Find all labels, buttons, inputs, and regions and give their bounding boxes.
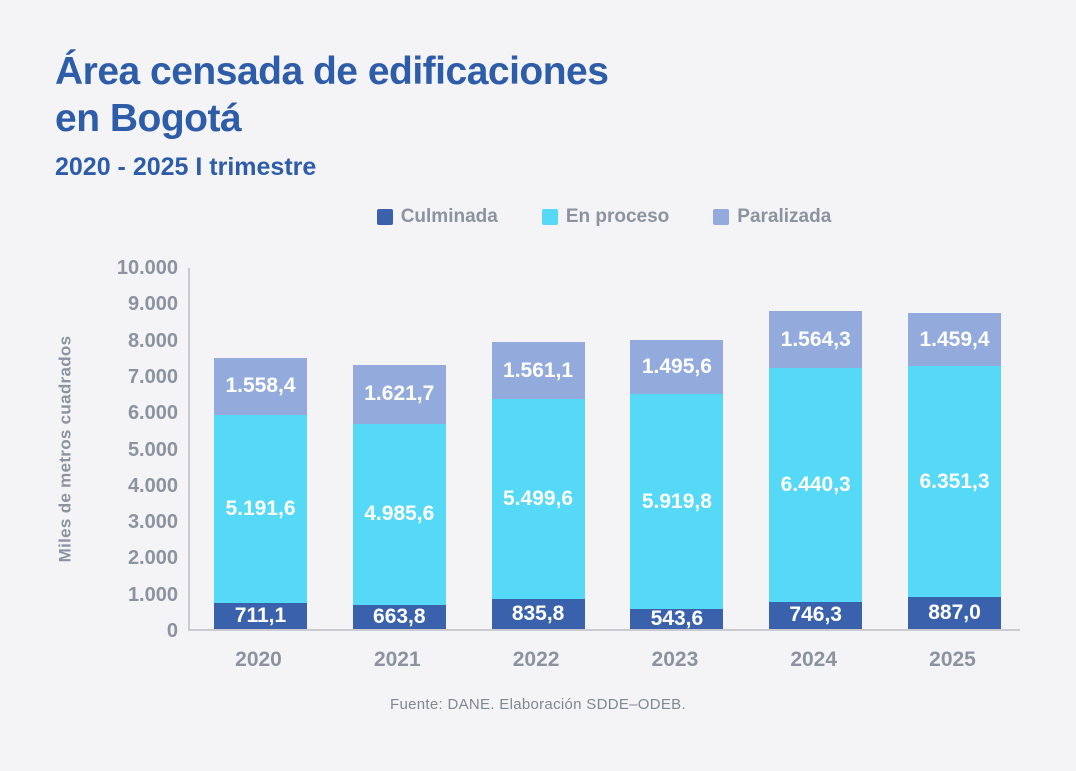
segment-2022-culminada: 835,8	[491, 598, 585, 629]
segment-2020-paralizada: 1.558,4	[214, 358, 307, 415]
segment-value-label: 5.919,8	[641, 489, 712, 513]
segment-2023-paralizada: 1.495,6	[630, 340, 724, 395]
y-axis-tick-labels: 0 1.000 2.000 3.000 4.000 5.000 6.000 7.000 8.00…	[40, 257, 178, 642]
segment-value-label: 746,3	[789, 603, 842, 627]
segment-value-label: 663,8	[373, 604, 426, 628]
source-note: Fuente: DANE. Elaboración SDDE–ODEB.	[390, 696, 686, 713]
y-tick-10.000: 10.000	[116, 257, 178, 279]
segment-2024-en-proceso: 6.440,3	[769, 368, 863, 602]
legend-swatch-culminada	[376, 209, 393, 225]
segment-2020-en-proceso: 5.191,6	[214, 414, 307, 604]
y-tick-7.000: 7.000	[127, 365, 178, 388]
x-tick-2022: 2022	[512, 648, 560, 671]
segment-2021-en-proceso: 4.985,6	[352, 423, 446, 605]
segment-2025-paralizada: 1.459,4	[908, 313, 1001, 367]
segment-value-label: 1.564,3	[780, 327, 851, 351]
bar-2023: 543,6 5.919,8 1.495,6	[630, 340, 724, 631]
segment-2020-culminada: 711,1	[214, 603, 307, 629]
x-tick-2020: 2020	[235, 648, 282, 671]
legend-swatch-paralizada	[713, 209, 730, 225]
chart-title: Área censada de edificaciones en Bogotá	[55, 48, 609, 142]
chart-subtitle: 2020 - 2025 I trimestre	[55, 153, 317, 181]
x-tick-2023: 2023	[651, 648, 699, 671]
segment-2025-en-proceso: 6.351,3	[908, 366, 1001, 597]
bar-2020: 711,1 5.191,6 1.558,4	[214, 358, 307, 629]
segment-value-label: 711,1	[234, 604, 287, 628]
header: Área censada de edificaciones en Bogotá 2…	[55, 48, 609, 182]
legend-label: Culminada	[400, 206, 498, 227]
bar-2025: 887,0 6.351,3 1.459,4	[908, 313, 1001, 629]
plot-area: 711,1 5.191,6 1.558,4 663,8 4.985,6 1.621,7 83…	[188, 268, 1020, 631]
y-tick-2.000: 2.000	[127, 547, 178, 570]
segment-2023-culminada: 543,6	[630, 607, 724, 631]
segment-value-label: 1.495,6	[641, 355, 712, 379]
segment-value-label: 835,8	[511, 601, 565, 625]
legend-item-en-proceso: En proceso	[541, 206, 670, 228]
y-tick-4.000: 4.000	[127, 474, 178, 497]
y-tick-8.000: 8.000	[127, 329, 178, 352]
y-tick-5.000: 5.000	[127, 438, 178, 461]
segment-2024-paralizada: 1.564,3	[769, 311, 863, 369]
legend-label: En proceso	[565, 206, 670, 227]
legend-swatch-en-proceso	[541, 209, 558, 225]
segment-value-label: 6.351,3	[919, 469, 990, 493]
segment-2022-en-proceso: 5.499,6	[491, 399, 585, 599]
segment-value-label: 5.499,6	[503, 486, 574, 510]
segment-value-label: 1.621,7	[364, 382, 435, 406]
segment-2021-culminada: 663,8	[352, 604, 446, 629]
segment-value-label: 543,6	[650, 607, 704, 631]
legend-label: Paralizada	[737, 206, 832, 227]
segment-value-label: 1.459,4	[919, 327, 990, 351]
segment-value-label: 5.191,6	[225, 496, 296, 520]
bar-2021: 663,8 4.985,6 1.621,7	[352, 365, 446, 629]
x-axis-labels: 2020 2021 2022 2023 2024 2025	[188, 648, 1020, 678]
segment-2023-en-proceso: 5.919,8	[630, 394, 724, 610]
segment-value-label: 887,0	[928, 600, 981, 624]
y-tick-0: 0	[166, 620, 178, 642]
x-tick-2024: 2024	[790, 648, 838, 671]
y-tick-3.000: 3.000	[127, 511, 178, 534]
chart-title-line2: en Bogotá	[55, 97, 242, 140]
segment-value-label: 1.561,1	[503, 358, 574, 382]
y-tick-9.000: 9.000	[127, 293, 178, 316]
segment-2021-paralizada: 1.621,7	[352, 365, 446, 424]
legend-item-culminada: Culminada	[376, 206, 498, 228]
legend-item-paralizada: Paralizada	[713, 206, 831, 228]
bar-2024: 746,3 6.440,3 1.564,3	[769, 311, 863, 629]
segment-value-label: 1.558,4	[225, 374, 296, 398]
segment-2025-culminada: 887,0	[908, 596, 1001, 629]
chart-title-line1: Área censada de edificaciones	[55, 50, 609, 93]
segment-2024-culminada: 746,3	[769, 601, 863, 629]
legend: Culminada En proceso Paralizada	[188, 206, 1020, 228]
segment-2022-paralizada: 1.561,1	[491, 342, 585, 400]
y-tick-6.000: 6.000	[127, 402, 178, 425]
segment-value-label: 4.985,6	[364, 502, 435, 526]
segment-value-label: 6.440,3	[780, 473, 851, 496]
y-tick-1.000: 1.000	[127, 583, 178, 606]
x-tick-2025: 2025	[929, 648, 976, 671]
bar-2022: 835,8 5.499,6 1.561,1	[491, 342, 585, 629]
x-tick-2021: 2021	[373, 648, 421, 671]
